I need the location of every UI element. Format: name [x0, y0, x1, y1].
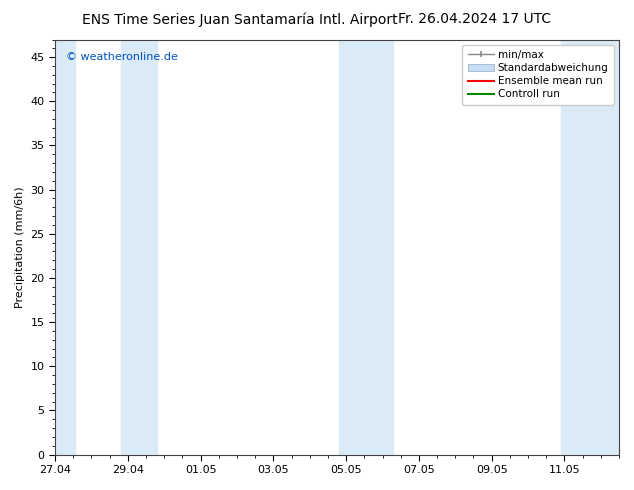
Text: © weatheronline.de: © weatheronline.de — [67, 52, 178, 62]
Text: Fr. 26.04.2024 17 UTC: Fr. 26.04.2024 17 UTC — [398, 12, 552, 26]
Bar — [120, 40, 157, 455]
Bar — [339, 40, 394, 455]
Text: ENS Time Series Juan Santamaría Intl. Airport: ENS Time Series Juan Santamaría Intl. Ai… — [82, 12, 398, 27]
Y-axis label: Precipitation (mm/6h): Precipitation (mm/6h) — [15, 186, 25, 308]
Legend: min/max, Standardabweichung, Ensemble mean run, Controll run: min/max, Standardabweichung, Ensemble me… — [462, 45, 614, 104]
Bar — [55, 40, 75, 455]
Bar — [561, 40, 619, 455]
